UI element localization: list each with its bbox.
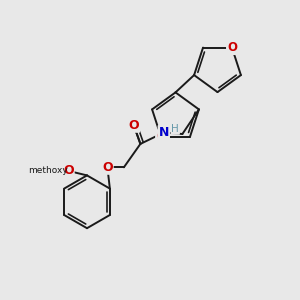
Text: methoxy: methoxy bbox=[28, 166, 68, 175]
Text: O: O bbox=[227, 41, 237, 54]
Text: O: O bbox=[102, 161, 113, 174]
Text: O: O bbox=[156, 130, 166, 143]
Text: N: N bbox=[159, 126, 169, 139]
Text: O: O bbox=[128, 119, 139, 132]
Text: O: O bbox=[63, 164, 74, 177]
Text: H: H bbox=[171, 124, 179, 134]
